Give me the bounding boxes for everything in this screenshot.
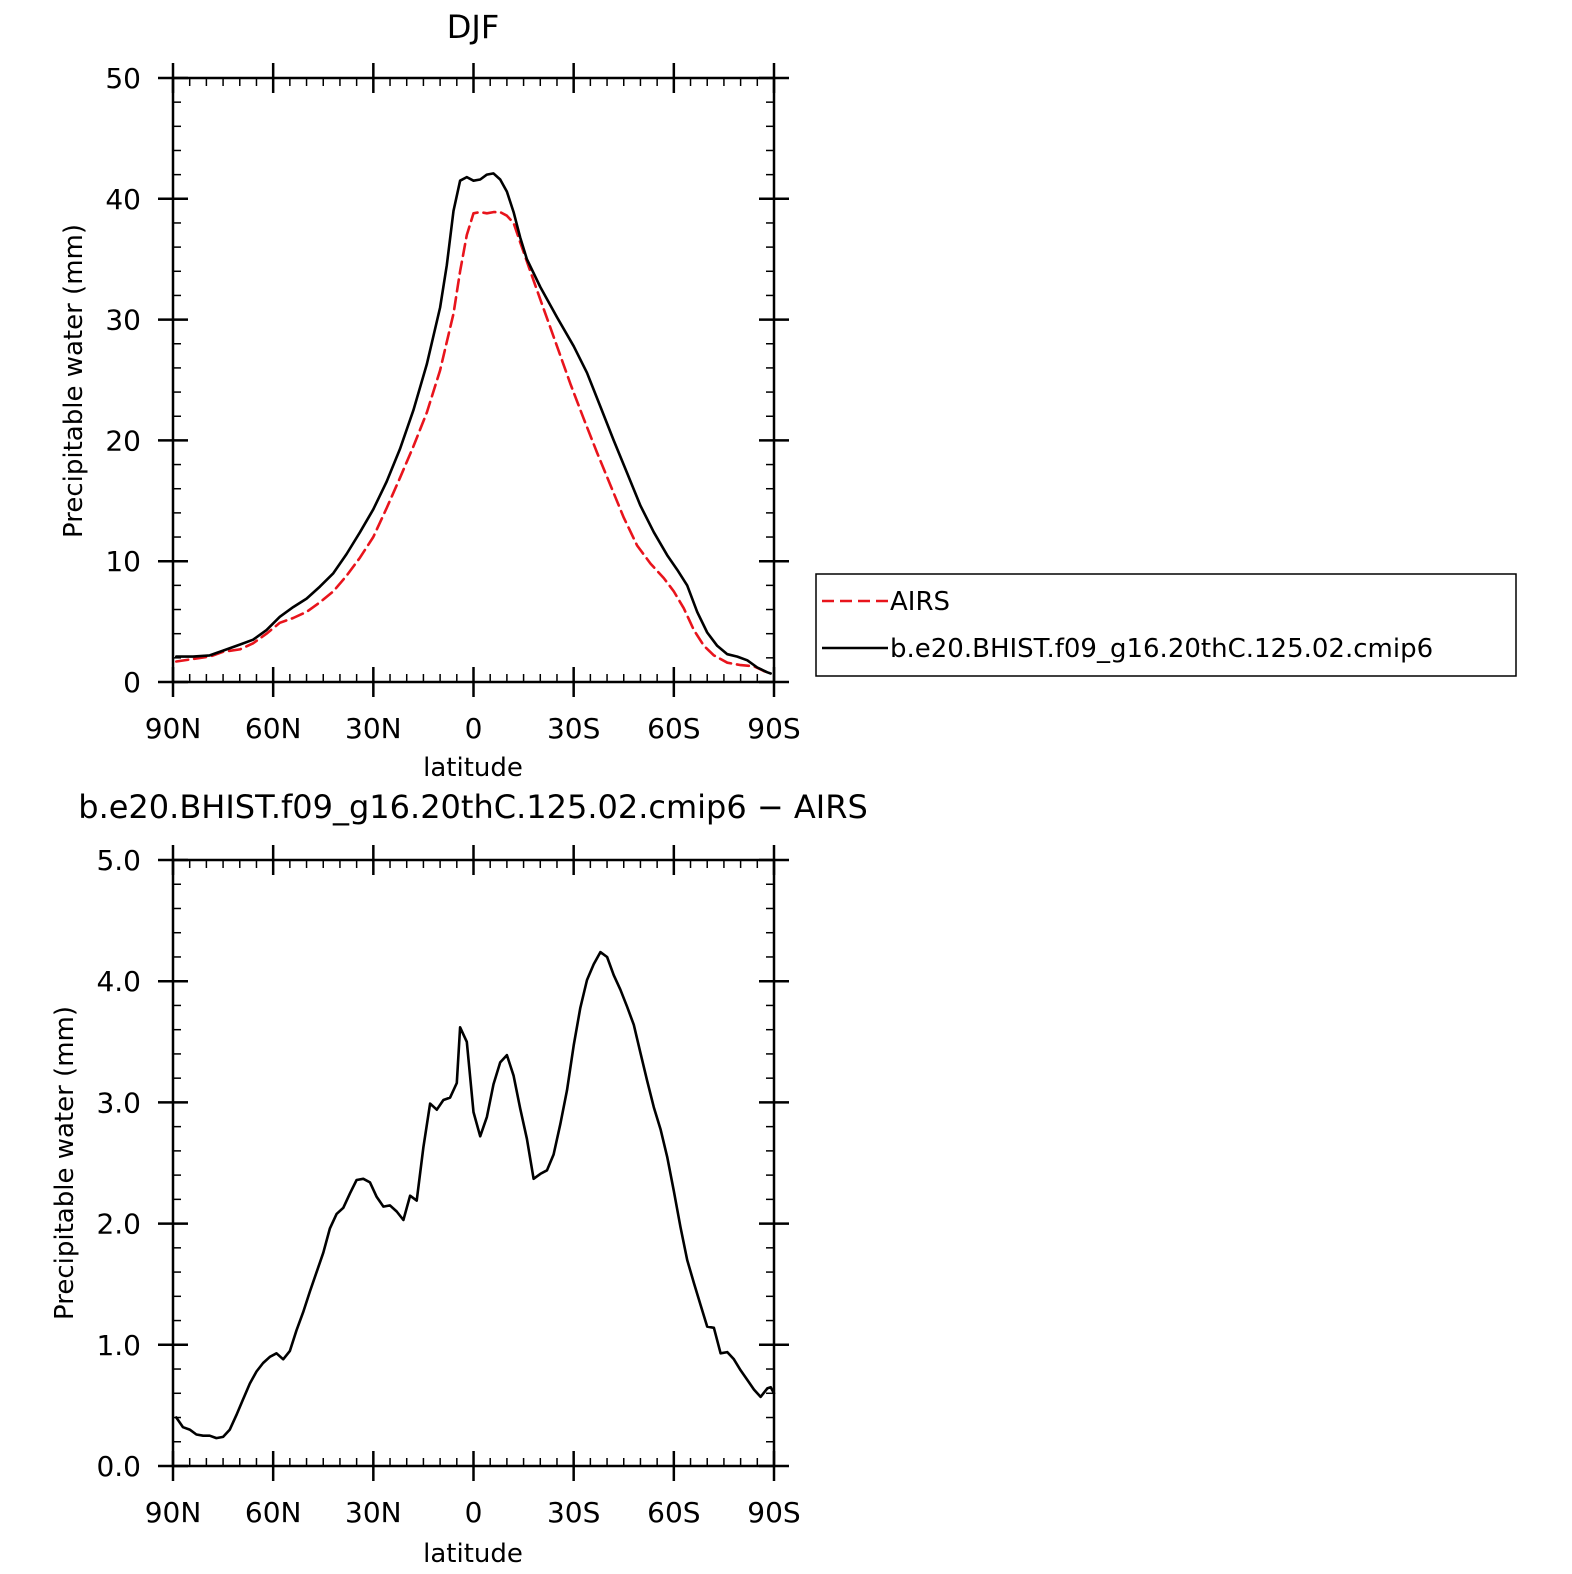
- chart-top-y-tick-label: 0: [123, 666, 141, 699]
- chart-top-x-tick-label: 60N: [245, 712, 302, 745]
- chart-top-series: [175, 172, 772, 675]
- chart-bottom-ylabel: Precipitable water (mm): [50, 1006, 80, 1320]
- chart-top-x-tick-label: 30S: [547, 712, 600, 745]
- chart-bottom-x-tick-label: 30S: [547, 1496, 600, 1529]
- chart-bottom-title: b.e20.BHIST.f09_g16.20thC.125.02.cmip6 −…: [78, 788, 868, 826]
- chart-top-y-tick-label: 20: [105, 424, 141, 457]
- chart-top-climatology: DJF 90N 60N 30N 0 30S 60S 90S 0 10 20 30 40 50 latit…: [59, 8, 1517, 783]
- chart-bottom-x-tick-label: 60N: [245, 1496, 302, 1529]
- chart-bottom-ticks: 90N 60N 30N 0 30S 60S 90S 0.0 1.0 2.0 3.0 4.0 5.0: [96, 844, 800, 1529]
- chart-bottom-plot-frame: [171, 858, 776, 1468]
- legend-label-model: b.e20.BHIST.f09_g16.20thC.125.02.cmip6: [890, 634, 1433, 664]
- chart-top-x-tick-label: 60S: [647, 712, 700, 745]
- legend: AIRS b.e20.BHIST.f09_g16.20thC.125.02.cm…: [815, 573, 1517, 677]
- chart-top-y-tick-label: 40: [105, 183, 141, 216]
- chart-top-x-tick-label: 30N: [345, 712, 402, 745]
- chart-bottom-y-tick-label: 0.0: [96, 1450, 141, 1483]
- chart-top-title: DJF: [447, 8, 499, 46]
- chart-top-y-tick-label: 30: [105, 304, 141, 337]
- chart-top-x-tick-label: 0: [465, 712, 483, 745]
- chart-bottom-xlabel: latitude: [423, 1539, 523, 1569]
- chart-bottom-x-tick-label: 90N: [145, 1496, 202, 1529]
- chart-top-series-line-b: [175, 172, 772, 675]
- chart-top-y-tick-label: 50: [105, 62, 141, 95]
- chart-top-series-line-airs: [175, 210, 772, 675]
- chart-bottom-series-line-difference: [175, 950, 776, 1440]
- chart-bottom-y-tick-label: 2.0: [96, 1208, 141, 1241]
- chart-bottom-x-tick-label: 90S: [747, 1496, 800, 1529]
- chart-bottom-y-tick-label: 1.0: [96, 1329, 141, 1362]
- chart-top-x-tick-label: 90S: [747, 712, 800, 745]
- chart-bottom-y-tick-label: 5.0: [96, 844, 141, 877]
- chart-bottom-x-tick-label: 0: [465, 1496, 483, 1529]
- chart-top-xlabel: latitude: [423, 753, 523, 783]
- chart-bottom-difference: b.e20.BHIST.f09_g16.20thC.125.02.cmip6 −…: [50, 788, 868, 1569]
- chart-top-ticks: 90N 60N 30N 0 30S 60S 90S 0 10 20 30 40 50: [105, 62, 800, 745]
- chart-bottom-series: [175, 950, 776, 1440]
- chart-bottom-y-tick-label: 4.0: [96, 965, 141, 998]
- legend-box: [815, 573, 1517, 677]
- chart-bottom-x-tick-label: 30N: [345, 1496, 402, 1529]
- chart-bottom-y-tick-label: 3.0: [96, 1086, 141, 1119]
- legend-label-airs: AIRS: [890, 587, 950, 617]
- chart-bottom-x-tick-label: 60S: [647, 1496, 700, 1529]
- chart-top-ylabel: Precipitable water (mm): [59, 224, 89, 538]
- chart-top-y-tick-label: 10: [105, 545, 141, 578]
- chart-top-x-tick-label: 90N: [145, 712, 202, 745]
- chart-top-plot-frame: [171, 76, 776, 684]
